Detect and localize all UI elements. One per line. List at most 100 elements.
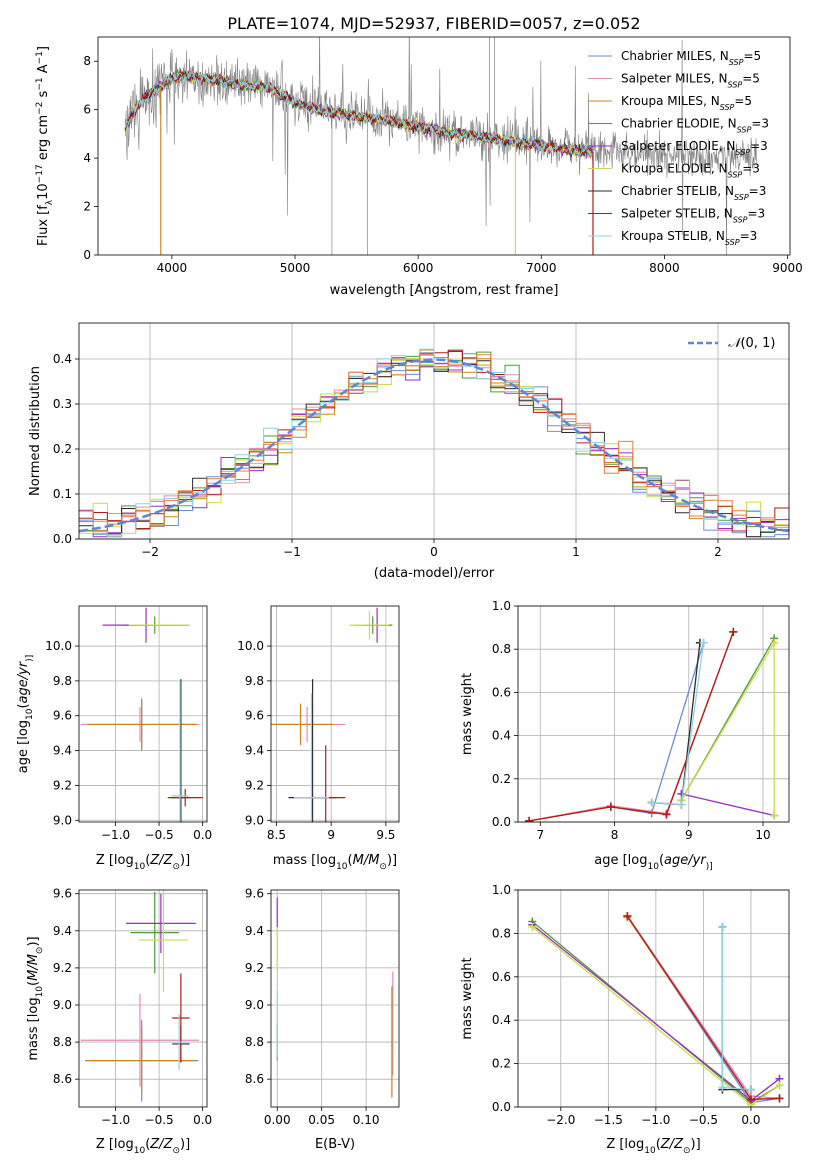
data-point <box>770 811 779 820</box>
y-axis-label: mass weight <box>460 673 475 755</box>
x-tick-label: 5000 <box>280 261 311 275</box>
label-part: 10 <box>134 1146 146 1156</box>
label-part: 10 <box>36 183 51 200</box>
x-tick-label: 0.00 <box>264 1113 291 1127</box>
axes-frame <box>78 605 208 823</box>
label-part: erg cm <box>36 115 51 164</box>
y-tick-label: 9.6 <box>53 887 72 901</box>
label-part: ( <box>659 853 664 868</box>
data-point <box>528 922 537 931</box>
label-part: Z [log <box>606 1137 644 1152</box>
y-axis-label: mass weight <box>460 957 475 1039</box>
legend-nssp-sub: SSP <box>733 215 748 224</box>
data-point <box>699 638 708 647</box>
label-part: Z [log <box>96 1137 134 1152</box>
label-part: ⊙ <box>172 862 180 872</box>
label-part: age/yr <box>664 853 707 868</box>
y-tick-label: 1.0 <box>492 883 511 897</box>
label-part: 10 <box>25 708 35 720</box>
y-tick-label: 0.2 <box>492 1057 511 1071</box>
label-part: 10 <box>644 1146 656 1156</box>
y-tick-label: 8 <box>83 54 91 68</box>
series-line <box>528 631 734 822</box>
legend-label: Kroupa STELIB, NSSP=3 <box>621 229 757 247</box>
model-spectrum <box>124 69 593 156</box>
y-tick-label: 10.0 <box>237 639 264 653</box>
x-tick-label: 0.0 <box>741 1113 760 1127</box>
x-tick-label: 0.0 <box>193 1113 212 1127</box>
legend-label: Kroupa MILES, NSSP=5 <box>621 94 752 112</box>
y-tick-label: 8.6 <box>245 1072 264 1086</box>
model-spectrum <box>124 70 594 159</box>
plot-area <box>271 607 393 822</box>
label-part: −1 <box>35 51 45 64</box>
y-tick-label: 1.0 <box>492 599 511 613</box>
y-tick-label: 0.8 <box>492 642 511 656</box>
plot-area <box>276 897 394 1098</box>
label-part: )] <box>691 1137 701 1152</box>
series-line <box>528 631 734 822</box>
x-tick-label: 8.5 <box>267 828 286 842</box>
label-part: age [log <box>16 720 31 773</box>
y-tick-label: 9.0 <box>245 998 264 1012</box>
y-tick-label: 0.2 <box>492 772 511 786</box>
label-part: )] <box>180 853 190 868</box>
y-tick-label: 0.3 <box>53 397 72 411</box>
legend-nssp-prefix: , N <box>708 229 725 243</box>
y-tick-label: 0.6 <box>492 685 511 699</box>
y-tick-label: 10.0 <box>45 639 72 653</box>
legend-nssp-sub: SSP <box>737 125 752 134</box>
legend-nssp-prefix: , N <box>711 72 728 86</box>
legend-label: Salpeter STELIB, NSSP=3 <box>621 207 765 225</box>
axes-frame <box>270 605 400 823</box>
x-tick-label: 8000 <box>649 261 680 275</box>
y-tick-label: 4 <box>83 151 91 165</box>
label-part: )] <box>387 853 397 868</box>
legend-name: Chabrier ELODIE <box>621 117 720 131</box>
legend-nssp-value: =3 <box>742 162 760 176</box>
legend-name: Salpeter MILES <box>621 72 711 86</box>
legend-label: Kroupa ELODIE, NSSP=3 <box>621 162 760 180</box>
x-tick-label: 1 <box>572 545 580 559</box>
legend-nssp-prefix: , N <box>720 117 737 131</box>
y-axis-label: mass [log10(M/M⊙)] <box>26 936 45 1060</box>
x-tick-label: 10 <box>755 828 770 842</box>
label-part: ⊙ <box>172 1146 180 1156</box>
y-tick-label: 9.0 <box>53 813 72 827</box>
y-tick-label: 9.0 <box>53 998 72 1012</box>
figure-title: PLATE=1074, MJD=52937, FIBERID=0057, z=0… <box>227 14 640 33</box>
data-point <box>623 912 632 921</box>
y-tick-label: 0.6 <box>492 970 511 984</box>
axes-frame <box>78 889 208 1108</box>
axes-age-mass: 8.5 9 9.5 9.0 9.2 9.4 9.6 9.8 10.0 <box>237 605 400 842</box>
y-tick-label: 0.1 <box>53 487 72 501</box>
y-tick-label: 9.2 <box>245 961 264 975</box>
legend-nssp-value: =3 <box>749 184 767 198</box>
legend-nssp-sub: SSP <box>725 238 740 247</box>
data-point <box>606 802 615 811</box>
y-tick-label: 0.2 <box>53 442 72 456</box>
legend-label: Chabrier MILES, NSSP=5 <box>621 49 761 67</box>
label-part: ( <box>656 1137 661 1152</box>
legend-label: Chabrier STELIB, NSSP=3 <box>621 184 766 202</box>
legend-nssp-sub: SSP <box>728 170 743 179</box>
x-tick-label: −2.0 <box>546 1113 575 1127</box>
data-point <box>775 1094 784 1103</box>
x-tick-label: 9 <box>685 828 693 842</box>
label-part: M/M <box>353 853 380 868</box>
histogram-series <box>79 354 789 527</box>
label-part: )] <box>706 862 713 872</box>
x-axis-label: age [log10(age/yr)] <box>594 853 712 872</box>
data-point <box>677 800 686 809</box>
legend-nssp-value: =5 <box>743 49 761 63</box>
y-tick-label: 0.4 <box>53 352 72 366</box>
x-tick-label: 9000 <box>772 261 803 275</box>
label-part: −2 <box>35 102 45 115</box>
x-tick-label: 2 <box>714 545 722 559</box>
y-axis-label: Normed distribution <box>28 366 43 496</box>
x-tick-label: 4000 <box>157 261 188 275</box>
histogram-series <box>79 348 789 538</box>
y-tick-label: 0.4 <box>492 1013 511 1027</box>
legend-nssp-prefix: , N <box>711 162 728 176</box>
